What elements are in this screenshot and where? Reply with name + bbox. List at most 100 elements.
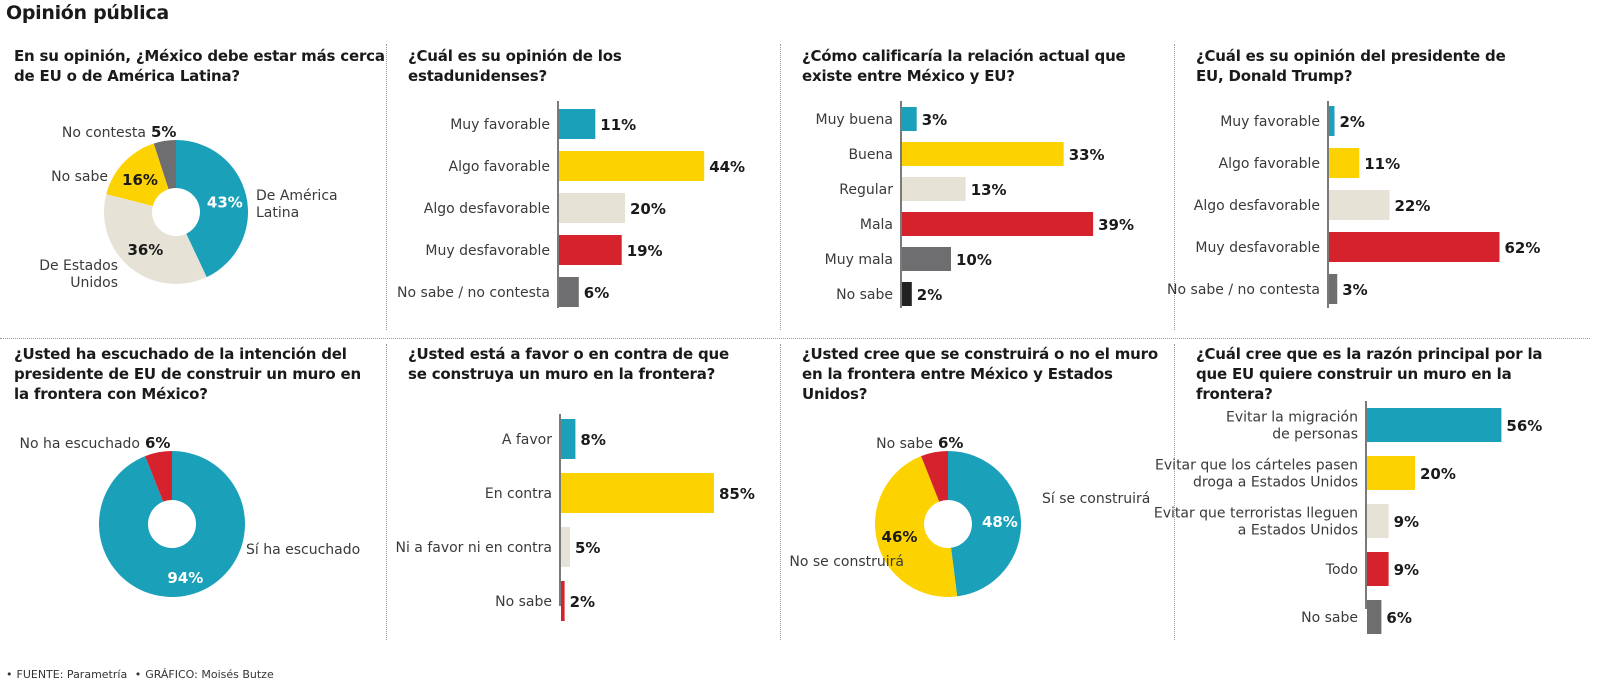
bar-regular	[902, 177, 966, 201]
bar-chart-favor-contra: A favor 8% En contra 85% Ni a favor ni en co…	[395, 414, 755, 621]
source-credit: FUENTE: Parametría	[16, 668, 128, 681]
bar-chart-relacion: Muy buena 3% Buena 33% Regular 13% Mala 39% Muy …	[815, 101, 1134, 308]
bar-label-algo-desfavorable: Algo desfavorable	[424, 201, 550, 217]
bar-label-evitar-que-terroristas-lleguen-a-estados-unidos: Evitar que terroristas lleguen a Estados …	[1154, 506, 1358, 539]
bar-label-muy-favorable: Muy favorable	[450, 117, 550, 133]
bar-value-no-sabe-no-contesta: 3%	[1342, 281, 1367, 299]
pie-value-no-contesta: 5%	[151, 123, 176, 141]
pie-slice-no-ha-escuchado	[145, 451, 172, 502]
pie-label-no-ha-escuchado: No ha escuchado	[20, 436, 140, 452]
bar-algo-favorable	[1329, 148, 1360, 178]
pie-label-si-ha-escuchado: Sí ha escuchado	[246, 542, 360, 558]
panel-opinion-trump: ¿Cuál es su opinión del presidente de EU…	[1167, 46, 1588, 342]
bar-value-a-favor: 8%	[580, 431, 605, 449]
bar-value-evitar-que-los-carteles-pasen-droga-a-estados-unidos: 20%	[1420, 465, 1456, 483]
pie-chart-se-construira: 48% Sí se construirá 46% No se construirá No…	[789, 434, 1150, 597]
pie-label-si-se-construira: Sí se construirá	[1042, 491, 1150, 507]
pie-value-si-se-construira: 48%	[982, 513, 1018, 531]
bar-evitar-que-terroristas-lleguen-a-estados-unidos	[1367, 504, 1389, 538]
divider-vertical-bottom-2	[780, 344, 781, 640]
bar-value-muy-favorable: 11%	[600, 116, 636, 134]
bar-label-no-sabe-no-contesta: No sabe / no contesta	[397, 285, 550, 301]
bar-label-mala: Mala	[860, 217, 893, 233]
bar-value-mala: 39%	[1098, 216, 1134, 234]
bar-label-muy-desfavorable: Muy desfavorable	[1195, 240, 1320, 256]
bar-label-muy-desfavorable: Muy desfavorable	[425, 243, 550, 259]
bar-chart-trump: Muy favorable 2% Algo favorable 11% Algo des…	[1167, 101, 1540, 308]
bar-value-no-sabe-no-contesta: 6%	[584, 284, 609, 302]
pie-label-no-contesta: No contesta	[62, 125, 146, 141]
divider-vertical-top-3	[1174, 44, 1175, 330]
bar-no-sabe-no-contesta	[559, 277, 579, 307]
bar-muy-buena	[902, 107, 917, 131]
pie-chart-escuchado: 94% Sí ha escuchado No ha escuchado 6%	[20, 434, 360, 597]
bar-muy-desfavorable	[1329, 232, 1500, 262]
question-title: En su opinión, ¿México debe estar más ce…	[14, 47, 385, 85]
bar-label-muy-favorable: Muy favorable	[1220, 114, 1320, 130]
bar-value-muy-buena: 3%	[922, 111, 947, 129]
bar-chart-razon: Evitar la migración de personas 56% Evitar …	[1154, 401, 1542, 634]
graphic-credit: GRÁFICO: Moisés Butze	[145, 668, 274, 681]
bar-value-regular: 13%	[971, 181, 1007, 199]
bar-no-sabe	[1367, 600, 1382, 634]
footer: • FUENTE: Parametría • GRÁFICO: Moisés But…	[6, 668, 278, 681]
bar-muy-mala	[902, 247, 951, 271]
bar-value-algo-favorable: 44%	[709, 158, 745, 176]
bar-algo-desfavorable	[1329, 190, 1390, 220]
bar-value-todo: 9%	[1394, 561, 1419, 579]
bar-value-no-sabe: 6%	[1386, 609, 1411, 627]
question-title: ¿Cuál es su opinión del presidente de EU…	[1196, 47, 1506, 85]
divider-horizontal	[0, 338, 1590, 339]
pie-value-de-estados-unidos: 36%	[127, 241, 163, 259]
pie-value-si-ha-escuchado: 94%	[167, 569, 203, 587]
bar-label-evitar-que-los-carteles-pasen-droga-a-estados-unidos: Evitar que los cárteles pasen droga a Est…	[1155, 458, 1358, 491]
bar-value-algo-desfavorable: 20%	[630, 200, 666, 218]
footer-bullet: •	[134, 668, 142, 681]
bar-chart-opinion-estadunidenses: Muy favorable 11% Algo favorable 44% Algo de…	[397, 101, 745, 308]
panel-favor-contra-muro: ¿Usted está a favor o en contra de que s…	[395, 344, 800, 640]
bar-label-todo: Todo	[1325, 562, 1358, 578]
bar-muy-desfavorable	[559, 235, 622, 265]
bar-en-contra	[561, 473, 714, 513]
bar-label-algo-favorable: Algo favorable	[449, 159, 550, 175]
bar-mala	[902, 212, 1094, 236]
panel-cercania: En su opinión, ¿México debe estar más ce…	[14, 46, 406, 342]
divider-vertical-bottom-1	[386, 344, 387, 640]
bar-value-en-contra: 85%	[719, 485, 755, 503]
pie-label-no-sabe: No sabe	[876, 436, 933, 452]
bar-no-sabe-no-contesta	[1329, 274, 1338, 304]
pie-slice-de-america-latina	[176, 140, 249, 278]
bar-label-no-sabe: No sabe	[495, 594, 552, 610]
bar-no-sabe	[902, 282, 912, 306]
question-title: ¿Cuál es su opinión de los estadunidense…	[408, 47, 622, 85]
divider-vertical-top-1	[386, 44, 387, 330]
bar-muy-favorable	[559, 109, 596, 139]
bar-algo-favorable	[559, 151, 705, 181]
bar-label-regular: Regular	[839, 182, 893, 198]
pie-slice-si-se-construira	[948, 451, 1021, 597]
bar-muy-favorable	[1329, 106, 1335, 136]
panel-escuchado-muro: ¿Usted ha escuchado de la intención del …	[14, 344, 406, 640]
panel-razon-principal: ¿Cuál cree que es la razón principal por…	[1154, 344, 1588, 640]
bar-label-muy-buena: Muy buena	[815, 112, 893, 128]
pie-value-no-sabe: 6%	[938, 434, 963, 452]
bar-label-en-contra: En contra	[485, 486, 552, 502]
bar-label-algo-desfavorable: Algo desfavorable	[1194, 198, 1320, 214]
question-title: ¿Usted está a favor o en contra de que s…	[408, 345, 729, 383]
bar-label-ni-a-favor-ni-en-contra: Ni a favor ni en contra	[395, 540, 552, 556]
pie-slice-no-contesta	[153, 140, 176, 190]
pie-value-no-ha-escuchado: 6%	[145, 434, 170, 452]
question-title: ¿Cómo calificaría la relación actual que…	[802, 47, 1126, 85]
pie-label-no-se-construira: No se construirá	[789, 554, 904, 570]
page-title: Opinión pública	[6, 2, 169, 24]
bar-label-buena: Buena	[848, 147, 893, 163]
bar-label-a-favor: A favor	[502, 432, 552, 448]
question-title: ¿Usted cree que se construirá o no el mu…	[802, 345, 1158, 403]
bar-label-no-sabe: No sabe	[1301, 610, 1358, 626]
bar-no-sabe	[561, 581, 565, 621]
bar-value-ni-a-favor-ni-en-contra: 5%	[575, 539, 600, 557]
pie-slice-de-estados-unidos	[103, 194, 207, 284]
pie-slice-no-sabe	[921, 451, 948, 502]
bar-evitar-la-migracion-de-personas	[1367, 408, 1502, 442]
pie-chart-cercania: 43% De América Latina 36% De Estados Unidos 16…	[39, 123, 337, 291]
